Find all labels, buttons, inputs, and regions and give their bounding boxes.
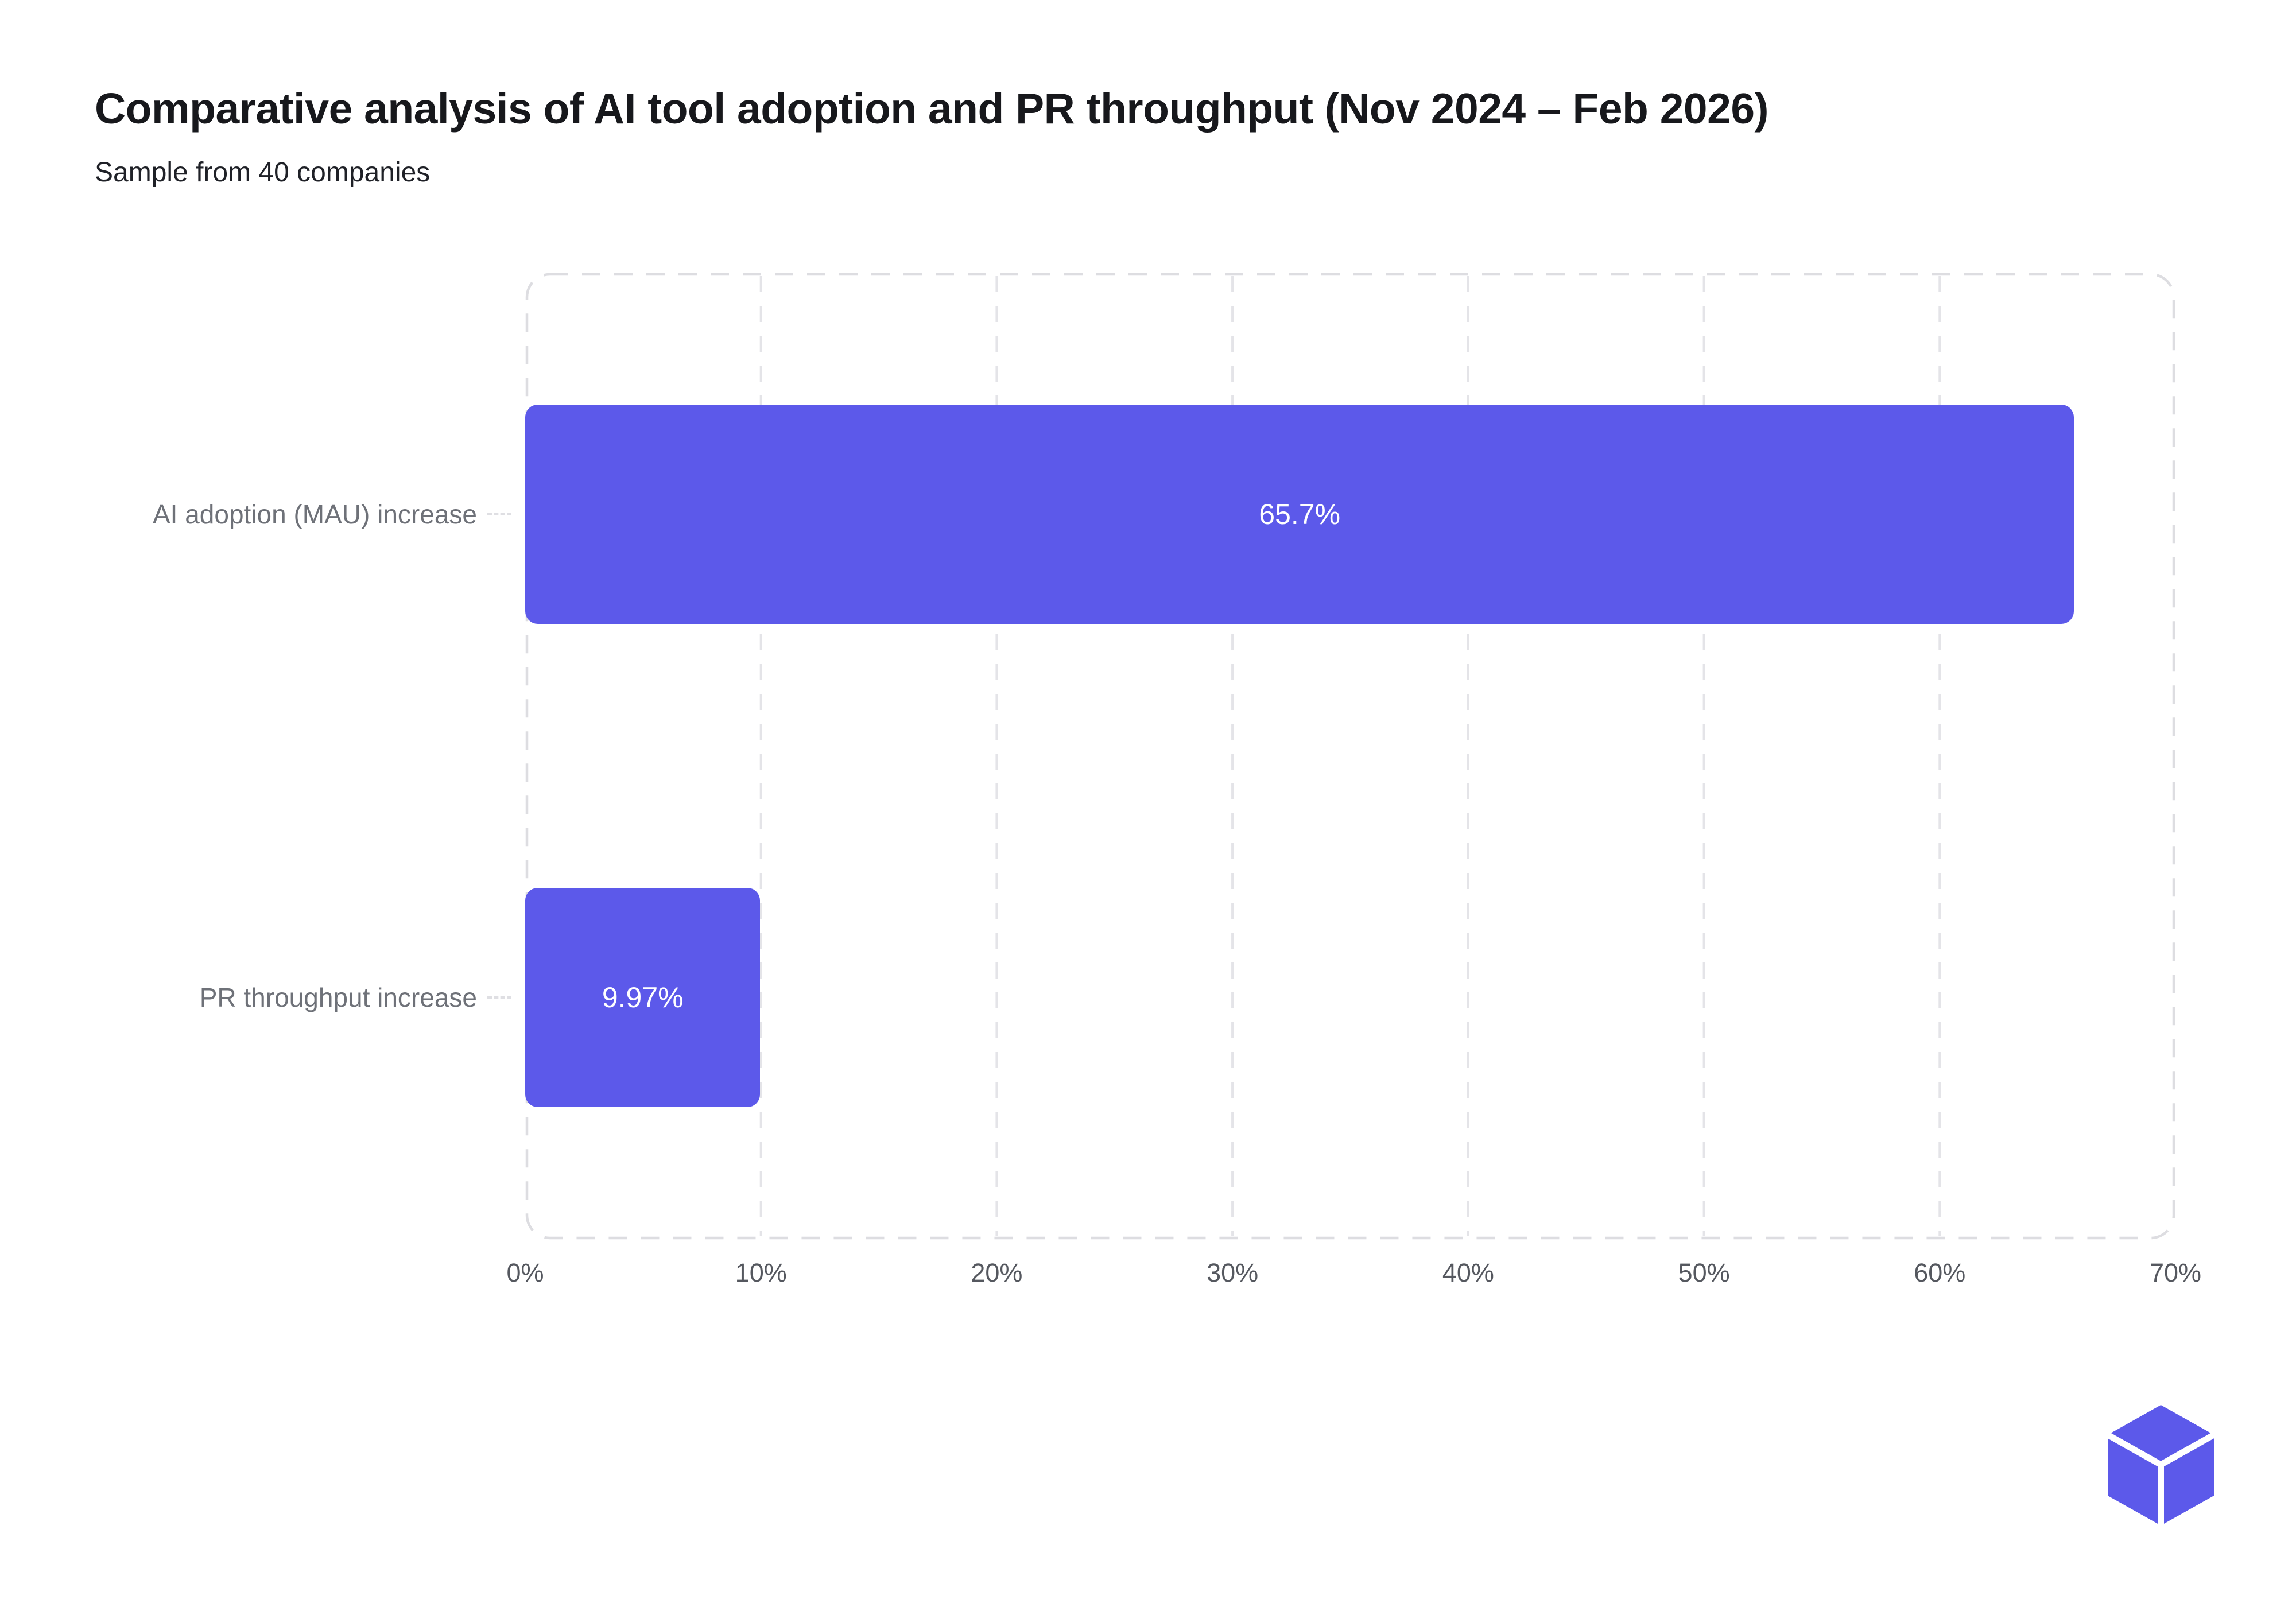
chart-title: Comparative analysis of AI tool adoption… xyxy=(95,84,1769,133)
chart-header: Comparative analysis of AI tool adoption… xyxy=(95,84,1769,188)
category-axis: AI adoption (MAU) increase PR throughput… xyxy=(0,273,525,1240)
chart-subtitle: Sample from 40 companies xyxy=(95,157,430,188)
plot-area: 65.7% 9.97% xyxy=(525,273,2175,1240)
x-tick-label: 70% xyxy=(2149,1258,2202,1287)
x-tick-label: 20% xyxy=(971,1258,1023,1287)
category-tick-mark xyxy=(487,996,511,999)
bar-rows: 65.7% 9.97% xyxy=(525,273,2175,1240)
x-tick-label: 40% xyxy=(1442,1258,1494,1287)
category-row: AI adoption (MAU) increase xyxy=(0,273,525,756)
category-label: AI adoption (MAU) increase xyxy=(152,499,477,529)
bar-ai-adoption: 65.7% xyxy=(525,405,2074,624)
x-axis: 0% 10% 20% 30% 40% 50% 60% 70% xyxy=(506,1258,2201,1292)
bar-value-label: 65.7% xyxy=(1259,498,1341,530)
category-label: PR throughput increase xyxy=(199,983,477,1012)
bar-row: 65.7% xyxy=(525,273,2175,756)
bar-value-label: 9.97% xyxy=(602,981,684,1014)
x-tick-label: 50% xyxy=(1678,1258,1730,1287)
bar-pr-throughput: 9.97% xyxy=(525,888,761,1107)
x-tick-label: 0% xyxy=(506,1258,544,1287)
x-tick-label: 30% xyxy=(1207,1258,1259,1287)
bar-row: 9.97% xyxy=(525,756,2175,1239)
cube-logo xyxy=(2108,1405,2214,1526)
x-tick-label: 10% xyxy=(735,1258,787,1287)
cube-logo-icon xyxy=(2108,1405,2214,1526)
category-tick-mark xyxy=(487,513,511,515)
plot-border xyxy=(525,273,2175,1240)
category-row: PR throughput increase xyxy=(0,756,525,1239)
x-tick-label: 60% xyxy=(1914,1258,1966,1287)
